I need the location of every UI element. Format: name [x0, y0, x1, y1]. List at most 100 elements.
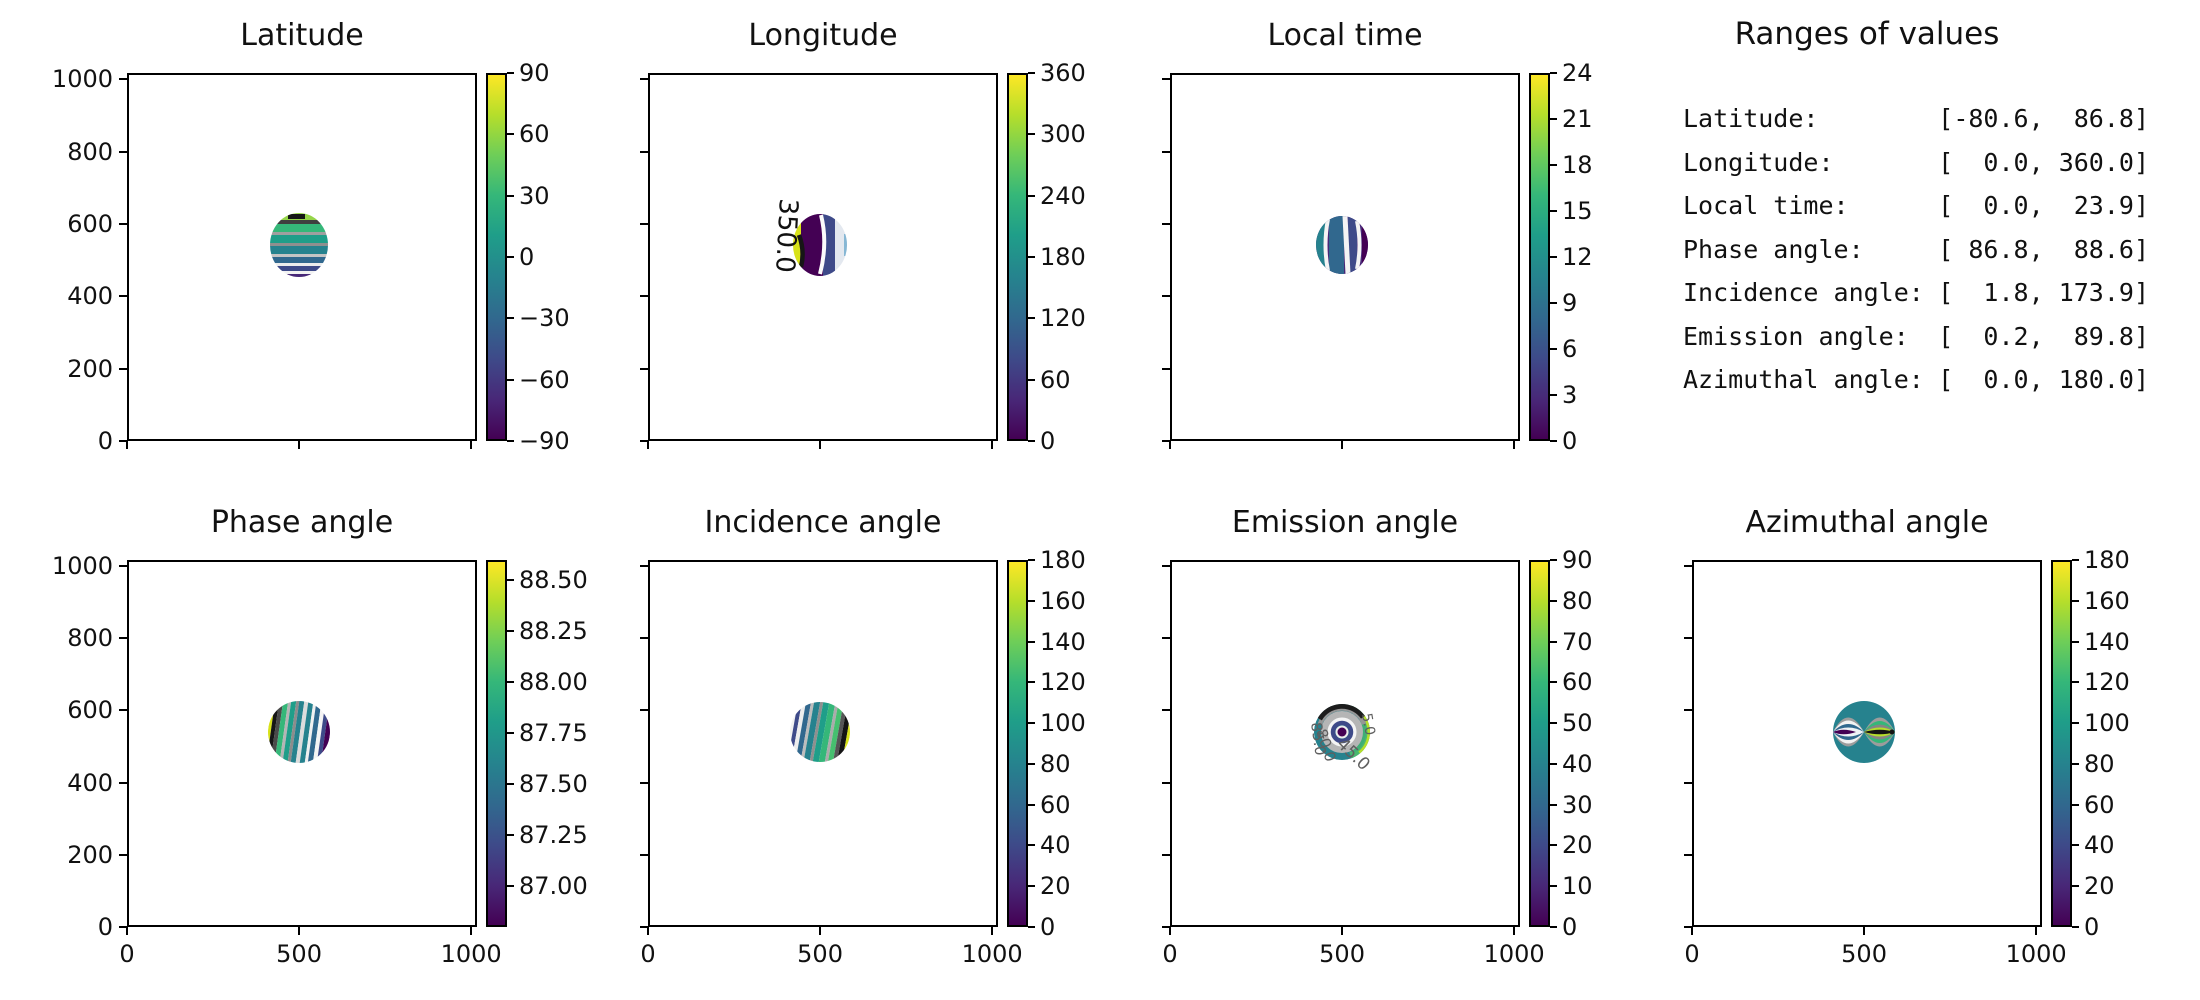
- y-tick-label: 0: [97, 913, 113, 941]
- colorbar-tick: [507, 783, 514, 786]
- y-tick: [640, 781, 648, 784]
- y-tick: [640, 637, 648, 640]
- x-tick: [647, 441, 649, 449]
- y-tick: [1162, 853, 1170, 856]
- y-tick: [640, 78, 648, 81]
- y-tick-label: 600: [67, 696, 113, 725]
- y-tick-label: 800: [67, 624, 113, 653]
- y-tick: [1162, 78, 1170, 81]
- colorbar-local_time: [1529, 73, 1550, 441]
- colorbar-tick-label: 87.75: [519, 719, 588, 748]
- x-tick-label: 1000: [2005, 940, 2067, 968]
- x-tick: [470, 441, 473, 449]
- colorbar-tick: [507, 378, 514, 381]
- colorbar-azimuthal: [2051, 560, 2072, 927]
- colorbar-tick: [1028, 256, 1035, 258]
- y-tick-label: 0: [97, 427, 113, 455]
- colorbar-tick-label: 60: [1562, 668, 1593, 697]
- range-value: [ 0.0, 360.0]: [1938, 147, 2149, 177]
- x-tick: [470, 927, 473, 935]
- colorbar-tick-label: 180: [2084, 546, 2130, 574]
- x-tick: [1863, 927, 1866, 935]
- y-tick-label: 600: [67, 209, 113, 238]
- colorbar-tick-label: 140: [2084, 627, 2130, 656]
- range-label: Incidence angle:: [1683, 278, 1924, 307]
- range-value: [ 1.8, 173.9]: [1938, 278, 2149, 307]
- colorbar-tick: [507, 885, 514, 888]
- x-tick: [1341, 441, 1344, 449]
- colorbar-tick: [1550, 559, 1557, 561]
- colorbar-tick-label: 70: [1562, 627, 1593, 656]
- colorbar-tick: [2072, 844, 2079, 847]
- colorbar-tick-label: 120: [1040, 304, 1086, 333]
- colorbar-tick: [1550, 302, 1557, 304]
- x-tick-label: 1000: [961, 940, 1023, 968]
- panel-title-emission: Emission angle: [1231, 505, 1459, 540]
- range-label: Azimuthal angle:: [1683, 365, 1924, 394]
- colorbar-tick-label: 40: [1562, 749, 1593, 778]
- colorbar-tick: [1550, 210, 1557, 212]
- colorbar-tick: [2072, 885, 2079, 888]
- y-tick: [1684, 926, 1692, 928]
- colorbar-tick-label: 180: [1040, 243, 1086, 271]
- colorbar-tick: [1028, 681, 1035, 684]
- y-tick: [119, 367, 127, 370]
- y-tick: [1162, 565, 1170, 568]
- x-tick: [126, 927, 128, 935]
- colorbar-tick-label: 160: [1040, 586, 1086, 615]
- colorbar-tick-label: 88.50: [519, 566, 588, 595]
- colorbar-tick: [2072, 803, 2079, 806]
- x-tick: [1341, 927, 1344, 935]
- colorbar-tick-label: −60: [519, 365, 570, 394]
- x-tick-label: 500: [1319, 940, 1365, 968]
- y-tick: [640, 709, 648, 712]
- colorbar-tick: [1028, 926, 1035, 928]
- x-tick: [991, 441, 994, 449]
- range-row-4: Incidence angle: [ 1.8, 173.9]: [1683, 278, 2149, 307]
- planet-disk-azimuthal: [1833, 701, 1895, 763]
- colorbar-tick-label: 30: [1562, 790, 1593, 819]
- colorbar-tick: [1028, 803, 1035, 806]
- svg-text:350.0: 350.0: [769, 198, 803, 274]
- y-tick: [1162, 367, 1170, 370]
- colorbar-tick-label: 87.00: [519, 872, 588, 901]
- y-tick-label: 200: [67, 354, 113, 383]
- colorbar-tick: [1028, 133, 1035, 136]
- y-tick: [640, 440, 648, 442]
- colorbar-phase: [486, 560, 507, 927]
- colorbar-tick: [1550, 640, 1557, 643]
- ranges-panel-title: Ranges of values: [1734, 16, 2000, 52]
- y-tick-label: 800: [67, 137, 113, 166]
- y-tick: [119, 295, 127, 298]
- colorbar-tick-label: 20: [1040, 872, 1071, 901]
- y-tick: [640, 367, 648, 370]
- range-row-2: Local time: [ 0.0, 23.9]: [1683, 191, 2149, 220]
- colorbar-tick: [2072, 762, 2079, 765]
- y-tick: [640, 222, 648, 225]
- colorbar-tick-label: 90: [519, 59, 550, 87]
- y-tick: [119, 709, 127, 712]
- colorbar-tick: [507, 256, 514, 258]
- x-tick: [1691, 927, 1693, 935]
- y-tick: [640, 295, 648, 298]
- y-tick: [119, 440, 127, 442]
- colorbar-tick-label: 20: [1562, 831, 1593, 860]
- x-tick: [298, 441, 301, 449]
- y-tick: [1162, 926, 1170, 928]
- colorbar-tick: [1550, 72, 1557, 74]
- y-tick: [1162, 781, 1170, 784]
- colorbar-tick-label: 360: [1040, 59, 1086, 87]
- y-tick-label: 1000: [51, 65, 113, 94]
- panel-title-phase: Phase angle: [210, 505, 394, 540]
- colorbar-tick-label: 60: [1040, 365, 1071, 394]
- colorbar-tick-label: 87.50: [519, 770, 588, 799]
- colorbar-tick-label: 0: [1562, 913, 1578, 941]
- x-tick: [1169, 441, 1171, 449]
- colorbar-tick: [1028, 317, 1035, 320]
- y-tick: [119, 637, 127, 640]
- colorbar-tick-label: 120: [2084, 668, 2130, 697]
- colorbar-tick: [1550, 348, 1557, 350]
- panel-title-azimuthal: Azimuthal angle: [1745, 505, 1989, 540]
- colorbar-tick: [1550, 118, 1557, 120]
